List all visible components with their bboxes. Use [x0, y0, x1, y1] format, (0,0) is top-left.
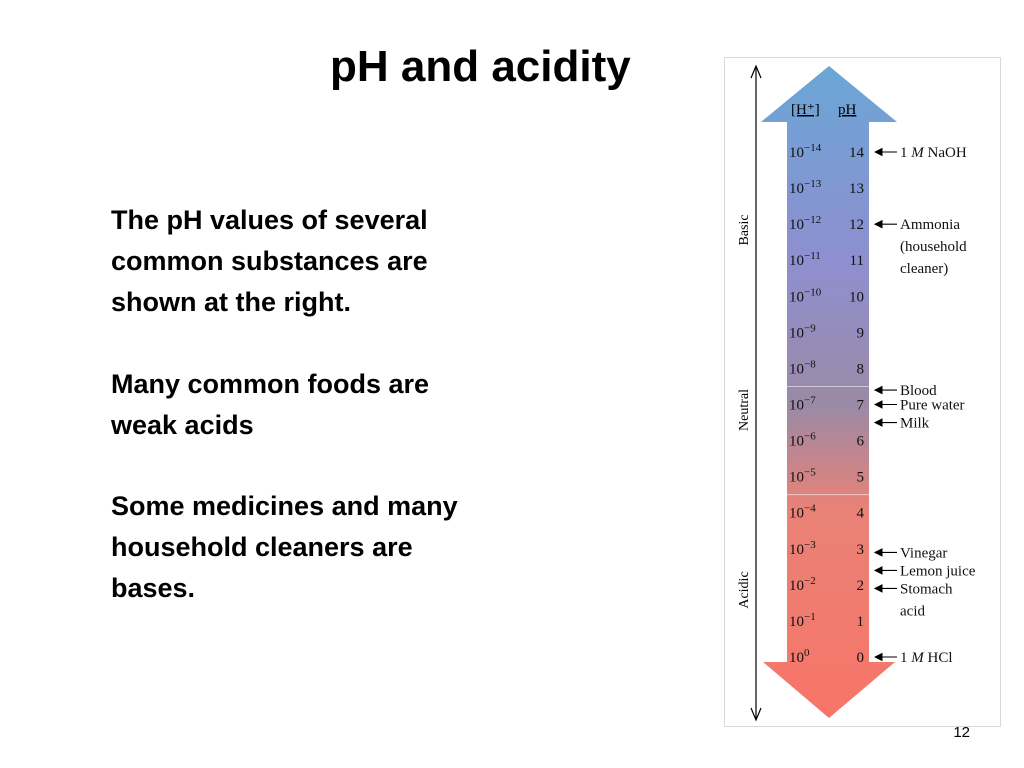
substance-label: Lemon juice — [900, 563, 976, 579]
paragraph-line: household cleaners are — [111, 532, 413, 562]
ph-value: 12 — [849, 217, 864, 233]
paragraph-line: The pH values of several — [111, 205, 428, 235]
axis-arrow-up-icon — [750, 64, 762, 79]
slide-title: pH and acidity — [330, 42, 631, 91]
ph-value: 3 — [857, 542, 865, 558]
substance-label: 1 M NaOH — [900, 145, 967, 161]
ph-value: 6 — [857, 434, 865, 450]
axis-arrow-down-icon — [750, 707, 762, 722]
substance-label: 1 M HCl — [900, 650, 953, 666]
h-ion-value: 10−1 — [789, 611, 816, 630]
h-ion-value: 10−11 — [789, 250, 821, 269]
ph-value: 13 — [849, 181, 864, 197]
ph-value: 10 — [849, 289, 864, 305]
region-label-acidic: Acidic — [737, 571, 752, 608]
paragraph-line: shown at the right. — [111, 287, 351, 317]
h-ion-value: 10−10 — [789, 286, 822, 305]
h-ion-value: 100 — [789, 647, 810, 666]
substance-label: Ammonia — [900, 217, 960, 233]
ph-value: 4 — [857, 506, 865, 522]
slide-number: 12 — [953, 724, 970, 741]
ph-value: 8 — [857, 361, 865, 377]
h-ion-value: 10−9 — [789, 322, 816, 341]
ph-value: 0 — [857, 650, 865, 666]
ph-value: 14 — [849, 145, 865, 161]
header-h-ion: [H⁺] — [791, 102, 820, 118]
ph-value: 5 — [857, 470, 865, 486]
h-ion-value: 10−12 — [789, 214, 821, 233]
substance-label: (household — [900, 239, 967, 255]
h-ion-value: 10−13 — [789, 178, 822, 197]
paragraph-bases: Some medicines and many household cleane… — [111, 486, 571, 609]
h-ion-value: 10−3 — [789, 539, 816, 558]
substance-label: Blood — [900, 383, 937, 399]
substance-label: acid — [900, 603, 925, 619]
region-label-basic: Basic — [737, 214, 752, 245]
h-ion-value: 10−14 — [789, 142, 822, 161]
region-label-neutral: Neutral — [737, 389, 752, 431]
paragraph-ph-values: The pH values of several common substanc… — [111, 200, 571, 323]
ph-value: 2 — [857, 578, 865, 594]
ph-value: 7 — [857, 398, 865, 414]
h-ion-value: 10−8 — [789, 358, 816, 377]
paragraph-foods: Many common foods are weak acids — [111, 364, 571, 446]
header-ph: pH — [838, 102, 857, 118]
h-ion-value: 10−6 — [789, 431, 816, 450]
substance-label: Milk — [900, 416, 930, 432]
ph-value: 9 — [857, 325, 865, 341]
ph-gradient-arrow — [761, 66, 897, 718]
paragraph-line: Some medicines and many — [111, 491, 458, 521]
h-ion-value: 10−7 — [789, 395, 816, 414]
h-ion-value: 10−2 — [789, 575, 816, 594]
paragraph-line: weak acids — [111, 410, 254, 440]
paragraph-line: common substances are — [111, 246, 428, 276]
region-dividers — [787, 385, 869, 496]
ph-scale-diagram: Basic Neutral Acidic [H⁺] pH 10−14 14 10−1… — [724, 57, 1001, 727]
paragraph-line: Many common foods are — [111, 369, 430, 399]
ph-value: 1 — [857, 614, 865, 630]
substance-label: Stomach — [900, 581, 953, 597]
substance-label: cleaner) — [900, 261, 948, 277]
ph-scale-svg: Basic Neutral Acidic [H⁺] pH 10−14 1410−1… — [737, 64, 976, 722]
substance-label: Pure water — [900, 398, 965, 414]
substance-labels: 1 M NaOH Ammonia (household cleaner) BloodP… — [873, 145, 976, 666]
substance-label: Vinegar — [900, 545, 947, 561]
h-ion-value: 10−4 — [789, 503, 816, 522]
paragraph-line: bases. — [111, 573, 196, 603]
ph-value: 11 — [850, 253, 864, 269]
h-ion-value: 10−5 — [789, 467, 816, 486]
